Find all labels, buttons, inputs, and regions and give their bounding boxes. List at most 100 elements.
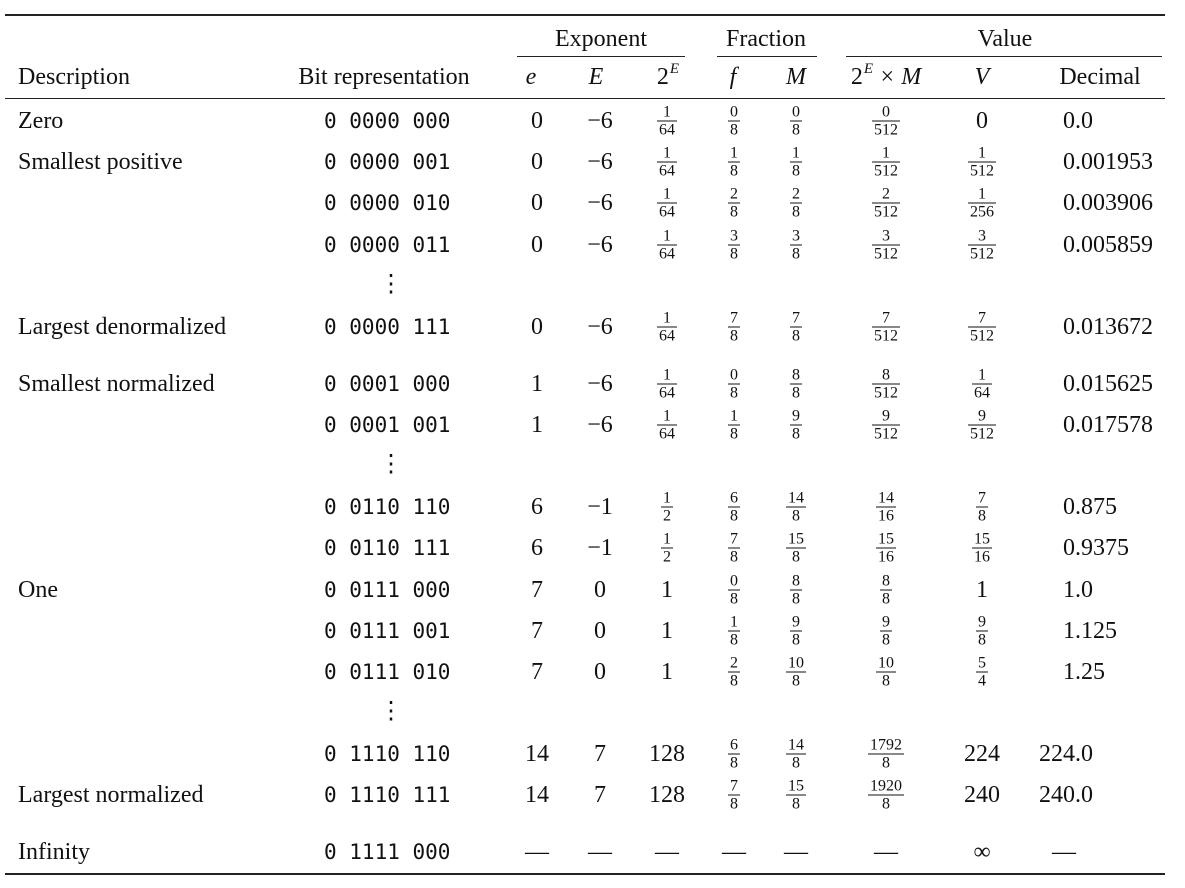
cell-bit-representation: 0 0001 000 <box>324 372 451 396</box>
cell-V: 240 <box>964 782 1000 808</box>
cell-decimal: 1.25 <box>1063 659 1105 685</box>
cell-bit-representation: 0 0000 111 <box>324 315 451 339</box>
cell-decimal: 0.017578 <box>1063 412 1153 438</box>
column-header-description: Description <box>18 64 130 90</box>
cell-2E-times-M: 14 16 <box>876 489 896 525</box>
cell-e: 6 <box>531 494 543 520</box>
cell-E: −6 <box>587 314 613 340</box>
cell-V: 7 512 <box>968 309 996 345</box>
column-header-f: f <box>729 64 737 90</box>
cell-E: −6 <box>587 412 613 438</box>
cell-e: 1 <box>531 412 543 438</box>
cell-2E: 1 64 <box>657 103 677 139</box>
cell-e: 0 <box>531 314 543 340</box>
group-header-value: Value <box>977 26 1033 52</box>
cell-bit-representation: 0 1111 000 <box>324 840 451 864</box>
cell-decimal: 0.003906 <box>1063 190 1153 216</box>
cell-e: 0 <box>531 108 543 134</box>
column-header-2E-times-M: 2E × M <box>851 61 922 90</box>
cell-V: 0 <box>976 108 988 134</box>
cell-E: −6 <box>587 190 613 216</box>
cell-V: 9 512 <box>968 407 996 443</box>
cell-e: 7 <box>531 577 543 603</box>
cell-bit-representation: 0 1110 110 <box>324 742 451 766</box>
cell-E: −6 <box>587 232 613 258</box>
group-header-exponent: Exponent <box>555 26 647 52</box>
column-header-2E-base: 2 <box>656 64 669 90</box>
cell-E: 7 <box>594 782 606 808</box>
cell-description: Infinity <box>18 839 90 865</box>
column-header-e: e <box>525 64 537 90</box>
cell-bit-representation: 0 0110 110 <box>324 495 451 519</box>
cell-bit-representation: 0 1110 111 <box>324 783 451 807</box>
column-header-2E-times-M-tail: × M <box>872 64 922 90</box>
cell-E: −1 <box>587 494 613 520</box>
cell-E: −6 <box>587 108 613 134</box>
cell-e: 6 <box>531 535 543 561</box>
cell-bit-representation: 0 0000 001 <box>324 150 451 174</box>
column-header-2E-times-M-sup: E <box>863 61 873 77</box>
cell-V: 224 <box>964 741 1000 767</box>
cell-2E: 1 64 <box>657 366 677 402</box>
cell-e: 14 <box>525 741 549 767</box>
cell-decimal: 0.001953 <box>1063 149 1153 175</box>
cell-V: 1 256 <box>968 185 996 221</box>
cell-M: 14 8 <box>786 736 806 772</box>
cell-2E-times-M: — <box>874 839 898 865</box>
column-header-bits: Bit representation <box>298 64 470 90</box>
cell-decimal: 0.9375 <box>1063 535 1129 561</box>
cell-2E: 1 64 <box>657 309 677 345</box>
ellipsis-vertical: ⋮ <box>379 271 403 298</box>
cell-decimal: 1.125 <box>1063 618 1117 644</box>
column-header-decimal: Decimal <box>1059 64 1141 90</box>
cell-bit-representation: 0 0000 000 <box>324 109 451 133</box>
cell-E: 0 <box>594 659 606 685</box>
column-header-2E: 2E <box>656 61 679 90</box>
cell-description: Largest normalized <box>18 782 204 808</box>
cell-V: 1 <box>976 577 988 603</box>
exponent-group-rule <box>517 56 685 57</box>
cell-2E-times-M: 9 512 <box>872 407 900 443</box>
cell-description: Largest denormalized <box>18 314 227 340</box>
column-header-V: V <box>974 64 990 90</box>
cell-E: −1 <box>587 535 613 561</box>
cell-2E-times-M: 0 512 <box>872 103 900 139</box>
cell-V: ∞ <box>973 839 991 865</box>
header-rule <box>5 98 1165 99</box>
cell-decimal: 0.015625 <box>1063 371 1153 397</box>
cell-f: — <box>722 839 746 865</box>
cell-decimal: 0.875 <box>1063 494 1117 520</box>
cell-description: One <box>18 577 58 603</box>
cell-V: 3 512 <box>968 227 996 263</box>
cell-decimal: 1.0 <box>1063 577 1093 603</box>
bottom-rule <box>5 873 1165 875</box>
cell-2E-times-M: 10 8 <box>876 654 896 690</box>
cell-2E: 1 <box>661 577 673 603</box>
fraction-group-rule <box>717 56 817 57</box>
column-header-E: E <box>588 64 604 90</box>
cell-M: 15 8 <box>786 530 806 566</box>
cell-2E: 1 <box>661 659 673 685</box>
cell-bit-representation: 0 0000 011 <box>324 233 451 257</box>
cell-e: — <box>525 839 549 865</box>
cell-E: 0 <box>594 618 606 644</box>
